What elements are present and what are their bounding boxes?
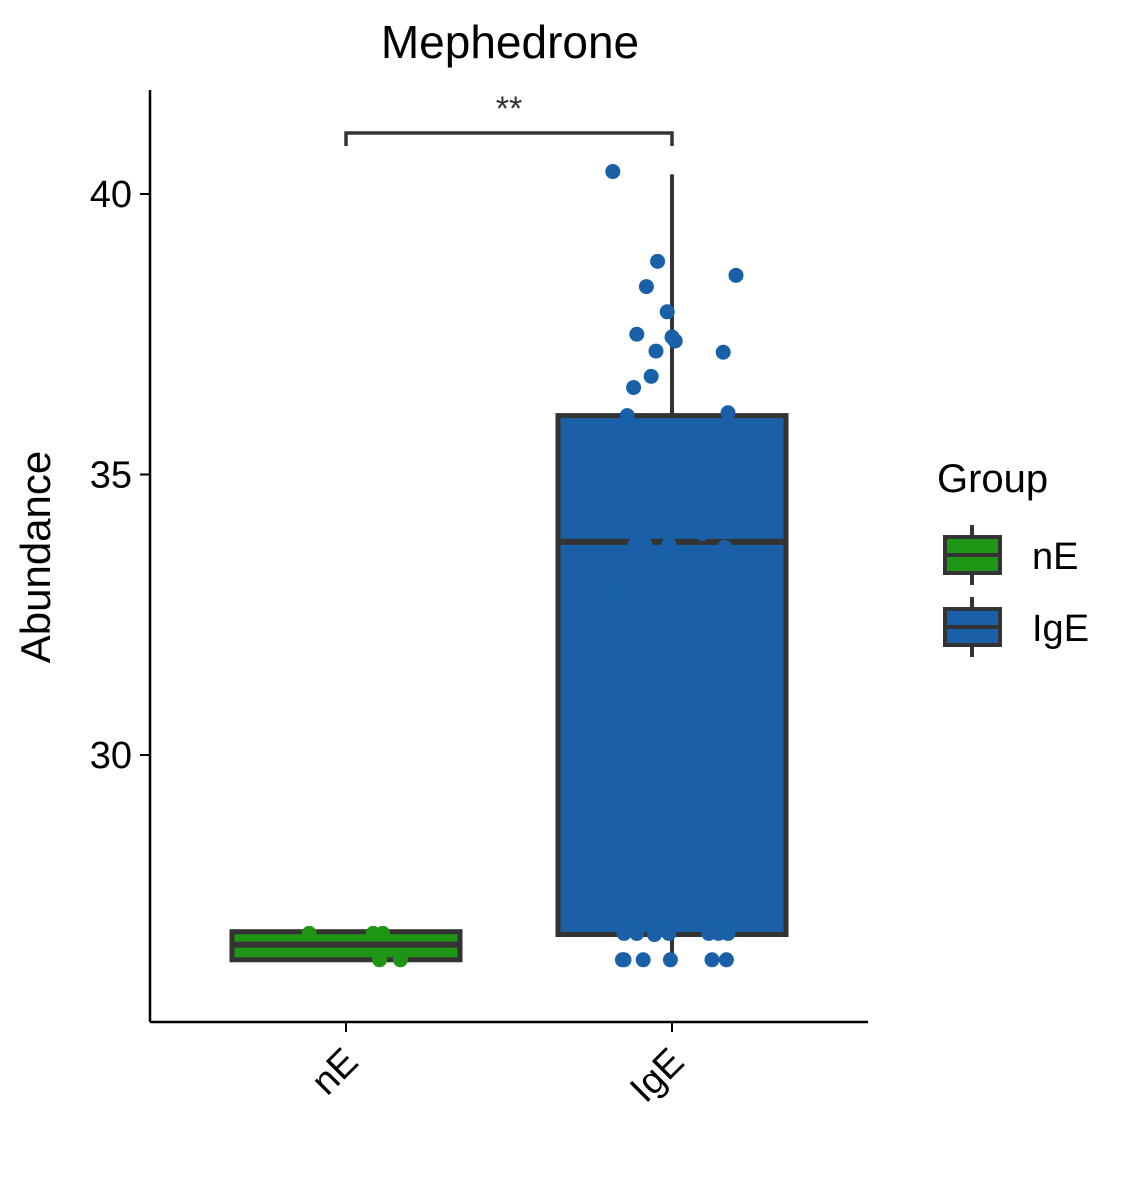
data-point (715, 344, 731, 360)
data-point (667, 333, 683, 349)
data-point (661, 537, 677, 553)
data-point (372, 952, 388, 968)
data-point (375, 925, 391, 941)
x-tick-label: IgE (622, 1041, 692, 1111)
legend-title: Group (937, 457, 1048, 501)
data-point (637, 537, 653, 553)
significance-bracket (344, 131, 674, 146)
data-point (717, 539, 733, 555)
y-tick-label: 35 (90, 455, 132, 497)
plot-area: 30 35 40 nE IgE ** (90, 90, 868, 1111)
y-tick-label: 30 (90, 735, 132, 777)
data-point (704, 952, 720, 968)
chart-title: Mephedrone (381, 16, 639, 68)
data-point (638, 279, 654, 295)
data-point (616, 952, 632, 968)
data-point (648, 343, 664, 359)
data-point (646, 927, 662, 943)
data-point (629, 925, 645, 941)
y-tick-label: 40 (90, 174, 132, 216)
data-point (635, 952, 651, 968)
data-point (629, 326, 645, 342)
data-point (718, 952, 734, 968)
data-point (720, 925, 736, 941)
significance-label: ** (496, 90, 522, 128)
box-IgE (555, 413, 789, 938)
legend: Group nE IgE (937, 457, 1089, 657)
data-point (626, 380, 642, 396)
data-point (643, 368, 659, 384)
y-axis-label: Abundance (12, 451, 59, 664)
data-point (659, 304, 675, 320)
data-point (661, 925, 677, 941)
legend-label: nE (1032, 536, 1078, 578)
data-point (616, 925, 632, 941)
data-point (728, 267, 744, 283)
data-point (392, 952, 408, 968)
data-point (662, 952, 678, 968)
data-point (619, 408, 635, 424)
data-point (605, 164, 621, 180)
data-point (301, 925, 317, 941)
x-tick-label: nE (304, 1041, 367, 1104)
data-point (720, 405, 736, 421)
data-point (608, 584, 624, 600)
data-point (694, 525, 710, 541)
data-point (650, 253, 666, 269)
legend-label: IgE (1032, 608, 1089, 650)
